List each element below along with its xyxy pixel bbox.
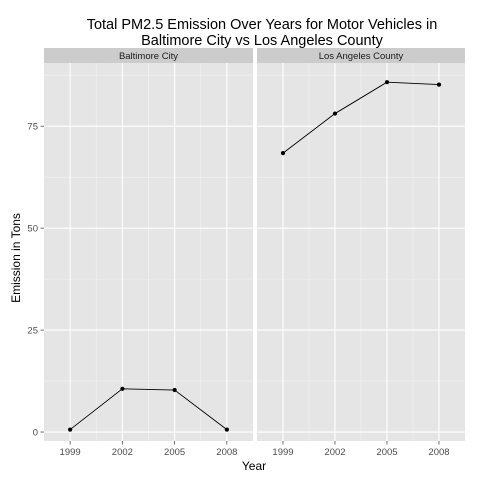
data-point <box>68 427 73 432</box>
facet-panel-1: Baltimore City 1999 2002 2005 2008 <box>44 48 253 458</box>
data-point <box>436 82 442 87</box>
facet-panel-2: Los Angeles County 1999 2002 2005 2008 <box>257 48 465 458</box>
data-point <box>280 151 286 156</box>
x-tick-label: 2008 <box>216 447 237 458</box>
y-tick-label: 50 <box>27 224 38 235</box>
x-tick-label: 1999 <box>60 447 81 458</box>
x-tick-label: 2005 <box>164 447 185 458</box>
facet-strip <box>44 48 253 63</box>
chart-title-line-2: Baltimore City vs Los Angeles County <box>141 33 384 49</box>
x-tick-label: 2002 <box>112 447 133 458</box>
facet-strip <box>257 48 465 63</box>
data-point <box>384 80 390 85</box>
series-line <box>282 81 440 154</box>
chart-title-line-1: Total PM2.5 Emission Over Years for Moto… <box>87 17 438 33</box>
data-point <box>120 386 125 391</box>
y-tick-label: 75 <box>27 122 38 133</box>
series-line <box>69 388 228 430</box>
y-tick-label: 25 <box>27 326 38 337</box>
x-tick-label: 2005 <box>376 447 397 458</box>
x-tick-label: 1999 <box>272 447 293 458</box>
data-point <box>332 111 338 116</box>
facet-strip-label: Baltimore City <box>119 51 178 62</box>
x-axis-title: Year <box>242 459 266 473</box>
x-tick-label: 2002 <box>324 447 345 458</box>
data-point <box>172 387 177 393</box>
y-axis-title: Emission in Tons <box>9 213 23 303</box>
x-tick-label: 2008 <box>428 447 449 458</box>
y-tick-label: 0 <box>33 428 38 439</box>
facet-strip-label: Los Angeles County <box>319 51 404 62</box>
data-point <box>224 427 229 432</box>
y-axis-tick-labels: 0 25 50 75 <box>27 122 44 439</box>
